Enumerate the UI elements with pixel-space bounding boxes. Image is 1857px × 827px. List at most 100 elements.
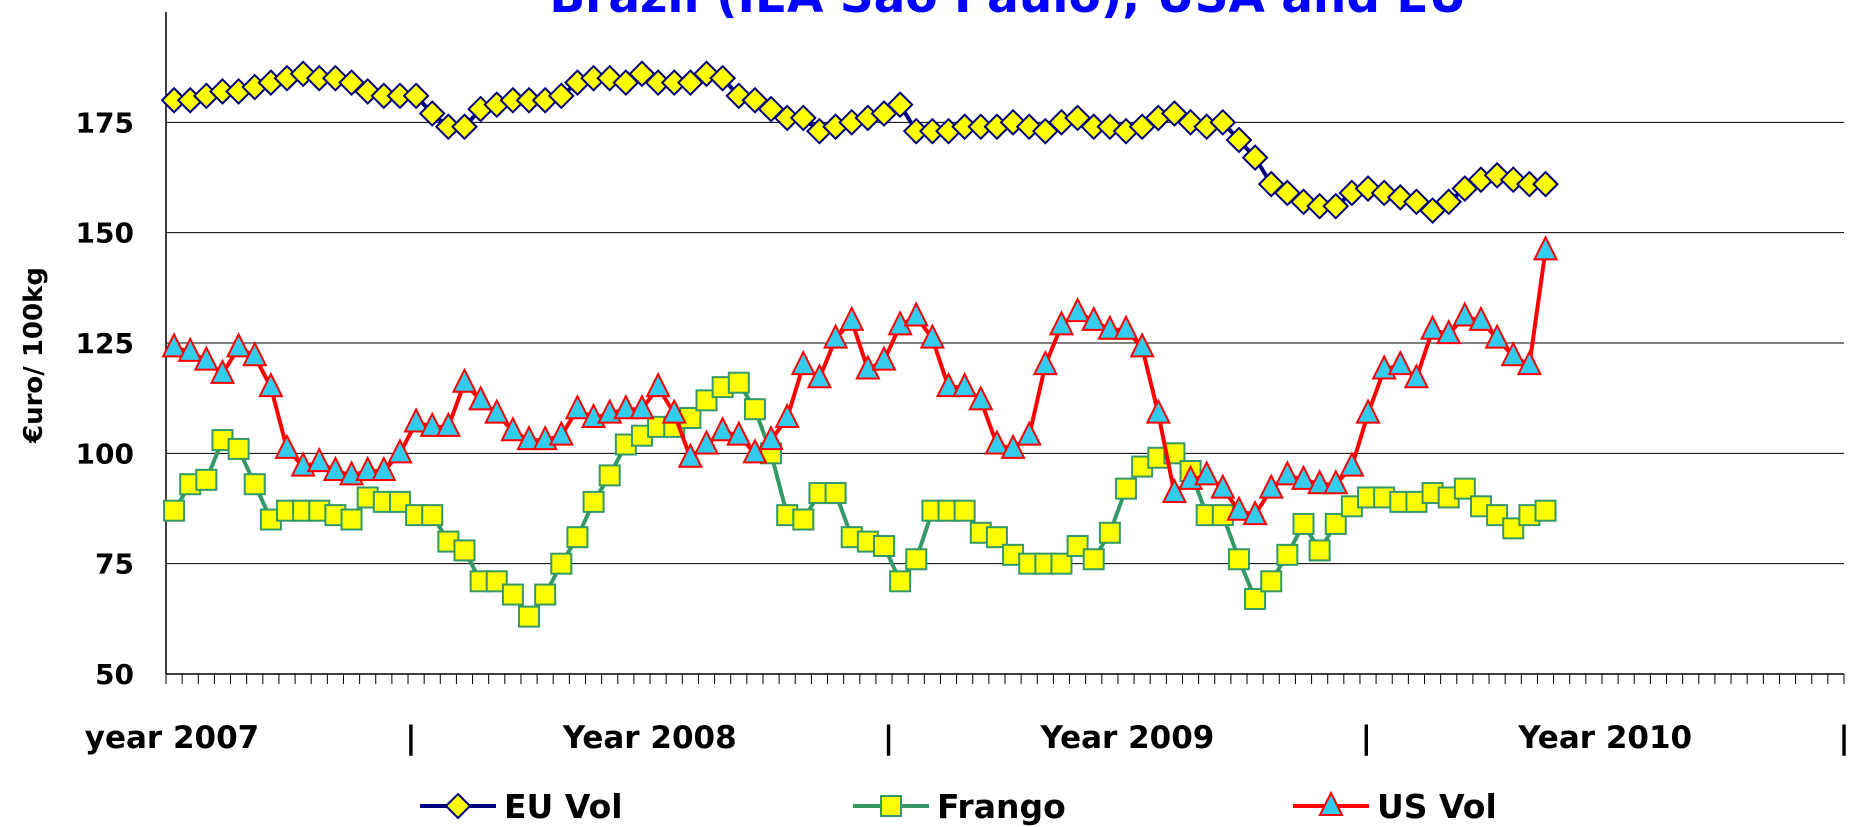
marker bbox=[1226, 495, 1252, 521]
marker bbox=[1318, 790, 1344, 816]
marker bbox=[903, 301, 929, 327]
marker bbox=[1534, 499, 1557, 522]
marker bbox=[1292, 512, 1315, 535]
series bbox=[160, 60, 1559, 225]
marker bbox=[871, 345, 897, 371]
marker bbox=[774, 402, 800, 429]
marker bbox=[953, 499, 976, 522]
marker bbox=[1419, 314, 1446, 340]
marker bbox=[1194, 460, 1220, 486]
marker bbox=[1244, 587, 1267, 610]
legend-item: US Vol bbox=[1293, 787, 1497, 826]
marker bbox=[726, 420, 752, 446]
marker bbox=[444, 792, 472, 820]
marker bbox=[195, 468, 218, 491]
marker bbox=[418, 100, 446, 127]
marker bbox=[1436, 318, 1462, 345]
marker bbox=[1113, 314, 1139, 340]
y-axis-label: €uro/ 100kg bbox=[19, 267, 49, 444]
legend-label: EU Vol bbox=[504, 787, 623, 826]
marker bbox=[727, 371, 750, 394]
marker bbox=[1098, 521, 1121, 544]
marker bbox=[880, 795, 902, 817]
marker bbox=[1015, 113, 1043, 141]
marker bbox=[710, 416, 736, 442]
marker bbox=[500, 416, 526, 442]
marker bbox=[1276, 543, 1299, 566]
marker bbox=[1468, 305, 1494, 331]
marker bbox=[1241, 144, 1269, 172]
marker bbox=[1161, 477, 1188, 504]
marker bbox=[225, 332, 252, 358]
marker bbox=[1050, 552, 1073, 575]
marker bbox=[274, 433, 300, 459]
marker bbox=[968, 385, 994, 411]
marker bbox=[872, 535, 895, 558]
marker bbox=[743, 398, 766, 421]
y-tick-label: 175 bbox=[76, 106, 134, 139]
marker bbox=[1210, 473, 1236, 499]
marker bbox=[1227, 548, 1250, 571]
marker bbox=[193, 345, 219, 371]
marker bbox=[1048, 310, 1075, 336]
marker bbox=[1096, 113, 1124, 141]
legend-label: Frango bbox=[937, 787, 1066, 826]
x-period-label: Year 2010 bbox=[1517, 720, 1692, 756]
marker bbox=[582, 490, 605, 513]
marker bbox=[985, 526, 1008, 549]
x-period-label: Year 2008 bbox=[562, 720, 737, 756]
y-tick-label: 100 bbox=[76, 437, 134, 470]
x-period-label: | bbox=[883, 720, 894, 756]
marker bbox=[1016, 420, 1042, 446]
marker bbox=[209, 358, 236, 384]
marker bbox=[1097, 314, 1123, 340]
marker bbox=[227, 437, 250, 460]
marker bbox=[1435, 188, 1463, 216]
marker bbox=[1532, 170, 1559, 198]
marker bbox=[403, 407, 429, 433]
marker bbox=[421, 504, 444, 527]
marker bbox=[1274, 460, 1300, 486]
marker bbox=[790, 349, 816, 376]
marker bbox=[905, 548, 928, 571]
marker bbox=[661, 398, 687, 424]
marker bbox=[1484, 323, 1510, 349]
marker bbox=[1290, 464, 1317, 490]
marker bbox=[566, 526, 589, 549]
marker bbox=[451, 367, 478, 393]
marker bbox=[919, 323, 946, 349]
marker bbox=[629, 393, 655, 420]
marker bbox=[1242, 499, 1268, 526]
chart-title: Brazil (IEA São Paulo), USA and EU bbox=[549, 0, 1466, 24]
marker bbox=[1209, 108, 1237, 136]
y-tick-label: 125 bbox=[76, 327, 134, 360]
marker bbox=[824, 482, 847, 505]
marker bbox=[258, 371, 284, 398]
marker bbox=[419, 411, 445, 437]
marker bbox=[1452, 301, 1478, 327]
marker bbox=[645, 371, 671, 398]
x-period-label: | bbox=[1838, 720, 1849, 756]
marker bbox=[1403, 363, 1430, 389]
marker bbox=[1453, 477, 1476, 500]
marker bbox=[501, 583, 524, 606]
marker bbox=[1323, 468, 1349, 495]
marker bbox=[371, 455, 397, 481]
marker bbox=[1115, 477, 1138, 500]
marker bbox=[355, 455, 381, 481]
marker bbox=[548, 420, 574, 446]
marker bbox=[534, 583, 557, 606]
marker bbox=[889, 570, 912, 593]
marker bbox=[177, 336, 203, 362]
marker bbox=[693, 429, 720, 455]
legend-item: Frango bbox=[853, 787, 1066, 826]
marker bbox=[547, 82, 575, 110]
series bbox=[161, 235, 1559, 526]
marker bbox=[695, 389, 718, 412]
marker bbox=[435, 411, 461, 437]
series bbox=[163, 371, 1557, 628]
marker bbox=[709, 64, 737, 92]
marker bbox=[1258, 473, 1284, 499]
marker bbox=[484, 398, 510, 424]
